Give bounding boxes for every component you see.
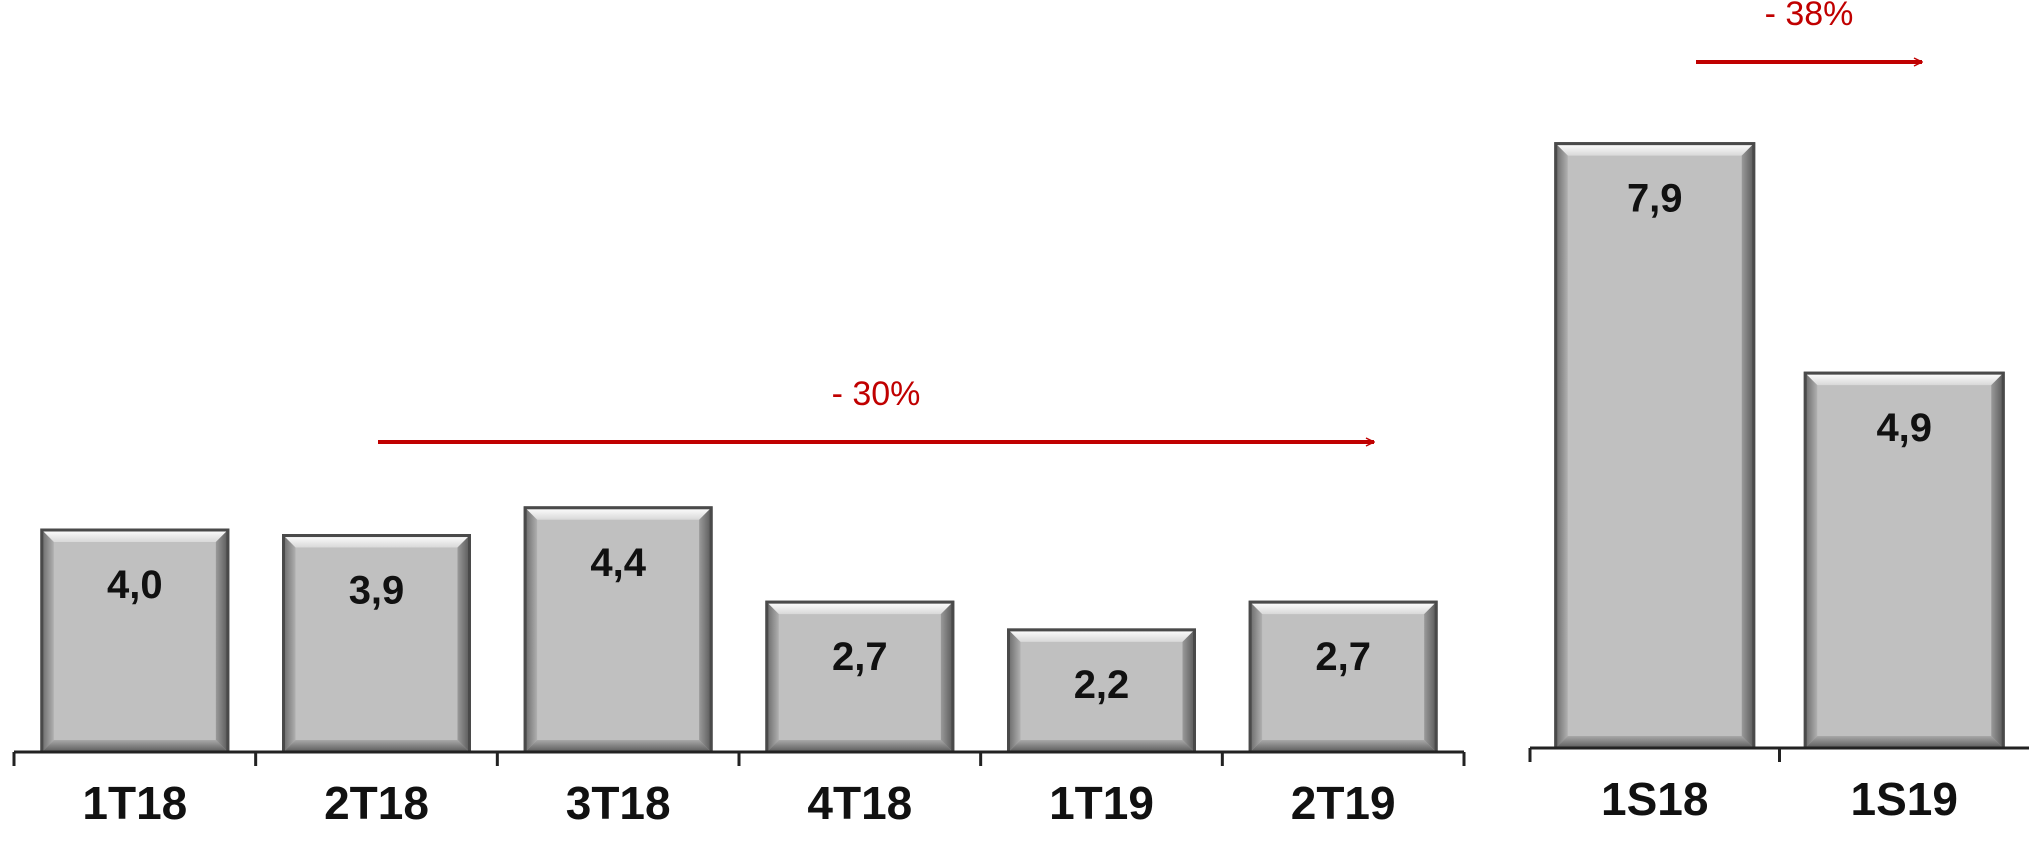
x-tick-label-2t19: 2T19 <box>1291 777 1396 829</box>
x-tick-label-1t19: 1T19 <box>1049 777 1154 829</box>
bar-1t18 <box>40 528 230 754</box>
bar-bevel-left <box>1008 629 1021 752</box>
bar-bevel-right <box>699 507 712 752</box>
bar-bevel-bottom <box>1250 740 1437 752</box>
bar-bevel-right <box>1991 373 2004 748</box>
bar-body <box>40 528 230 754</box>
bar-value-label: 3,9 <box>349 569 405 613</box>
bar-bevel-top <box>1555 143 1754 156</box>
bar-bevel-top <box>766 602 953 615</box>
bar-2t19 <box>1248 600 1438 754</box>
bar-bevel-right <box>1182 629 1195 752</box>
bar-bevel-left <box>41 530 54 752</box>
bar-bevel-left <box>525 507 538 752</box>
x-tick-label-2t18: 2T18 <box>324 777 429 829</box>
bar-bevel-right <box>215 530 228 752</box>
bar-value-label: 7,9 <box>1627 177 1683 221</box>
bar-value-label: 4,4 <box>590 541 646 585</box>
bar-1s18 <box>1554 142 1756 750</box>
bar-bevel-left <box>1805 373 1818 748</box>
x-tick-label-4t18: 4T18 <box>807 777 912 829</box>
bar-bevel-bottom <box>1805 736 2004 748</box>
bar-1t19 <box>1007 628 1196 754</box>
bar-bevel-right <box>1741 143 1754 748</box>
bar-bevel-top <box>1008 629 1195 642</box>
bar-bevel-left <box>766 602 779 752</box>
chart-panel-1: 4,0 3,9 4,4 2,7 2,2 2,7 1T18 2T18 3T18 4T18 1T19 2T… <box>12 375 1466 829</box>
bar-body <box>1007 628 1196 754</box>
bar-value-label: 4,0 <box>107 563 163 607</box>
chart-panel-2: 7,9 4,9 1S18 1S19 - 38% <box>1528 0 2029 825</box>
bar-bevel-bottom <box>525 740 712 752</box>
bar-value-label: 4,9 <box>1876 406 1932 450</box>
change-annotation-label: - 30% <box>832 375 921 413</box>
x-tick-label-3t18: 3T18 <box>566 777 671 829</box>
bar-bevel-left <box>1555 143 1568 748</box>
bar-value-label: 2,7 <box>832 635 888 679</box>
bar-body <box>282 534 471 754</box>
x-tick-label-1s19: 1S19 <box>1851 773 1958 825</box>
x-tick-label-1s18: 1S18 <box>1601 773 1708 825</box>
change-annotation-label: - 38% <box>1765 0 1854 33</box>
bar-bevel-right <box>1424 602 1437 752</box>
bar-4t18 <box>765 600 955 754</box>
bar-1s19 <box>1803 371 2005 750</box>
bar-bevel-top <box>283 535 470 548</box>
bar-bevel-top <box>1805 373 2004 386</box>
bar-bevel-top <box>41 530 228 542</box>
bar-bevel-left <box>283 535 296 752</box>
bar-bevel-bottom <box>41 740 228 752</box>
bar-body <box>1554 142 1756 750</box>
bar-value-label: 2,2 <box>1074 663 1130 707</box>
bar-bevel-bottom <box>766 740 953 752</box>
bar-bevel-right <box>457 535 470 752</box>
bar-value-label: 2,7 <box>1315 635 1371 679</box>
x-tick-label-1t18: 1T18 <box>82 777 187 829</box>
bar-bevel-bottom <box>1008 740 1195 752</box>
bar-bevel-bottom <box>283 740 470 752</box>
bar-bevel-left <box>1250 602 1263 752</box>
bar-bevel-top <box>525 507 712 520</box>
bar-bevel-top <box>1250 602 1437 615</box>
bar-bevel-bottom <box>1555 736 1754 748</box>
bar-bevel-right <box>940 602 953 752</box>
